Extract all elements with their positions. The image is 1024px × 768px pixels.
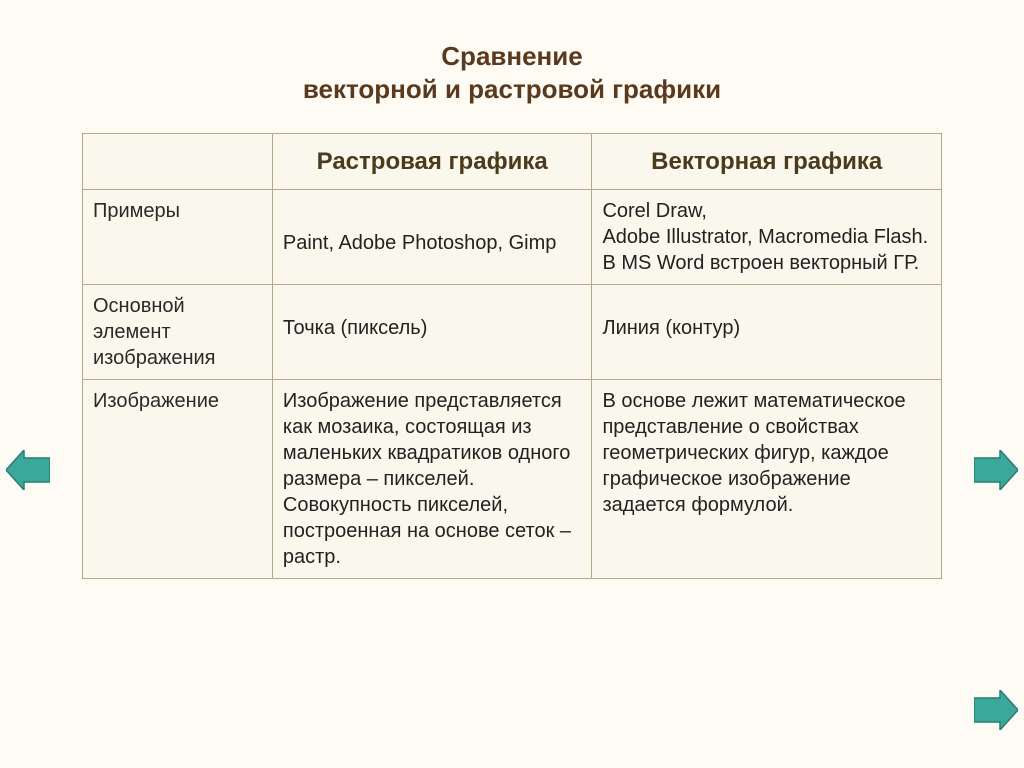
- cell-vector-element: Линия (контур): [592, 285, 942, 380]
- table-row: Основной элемент изображения Точка (пикс…: [83, 285, 942, 380]
- arrow-right-icon: [974, 450, 1018, 490]
- next-arrow-button-2[interactable]: [974, 690, 1018, 730]
- cell-vector-image: В основе лежит математическое представле…: [592, 380, 942, 579]
- cell-raster-image: Изображение представляется как мозаика, …: [272, 380, 592, 579]
- table-row: Изображение Изображение представляется к…: [83, 380, 942, 579]
- arrow-left-icon: [6, 450, 50, 490]
- table-corner-cell: [83, 134, 273, 190]
- row-label-examples: Примеры: [83, 190, 273, 285]
- slide-title: Сравнение векторной и растровой графики: [0, 40, 1024, 105]
- arrow-right-icon: [974, 690, 1018, 730]
- prev-arrow-button[interactable]: [6, 450, 50, 490]
- next-arrow-button[interactable]: [974, 450, 1018, 490]
- cell-raster-examples: Paint, Adobe Photoshop, Gimp: [272, 190, 592, 285]
- cell-vector-examples: Corel Draw, Adobe Illustrator, Macromedi…: [592, 190, 942, 285]
- row-label-image: Изображение: [83, 380, 273, 579]
- header-raster: Растровая графика: [272, 134, 592, 190]
- row-label-element: Основной элемент изображения: [83, 285, 273, 380]
- cell-raster-element: Точка (пиксель): [272, 285, 592, 380]
- comparison-table: Растровая графика Векторная графика Прим…: [82, 133, 942, 579]
- title-line-2: векторной и растровой графики: [303, 74, 721, 104]
- table-row: Примеры Paint, Adobe Photoshop, Gimp Cor…: [83, 190, 942, 285]
- header-vector: Векторная графика: [592, 134, 942, 190]
- title-line-1: Сравнение: [441, 41, 582, 71]
- slide: Сравнение векторной и растровой графики …: [0, 0, 1024, 768]
- table-header-row: Растровая графика Векторная графика: [83, 134, 942, 190]
